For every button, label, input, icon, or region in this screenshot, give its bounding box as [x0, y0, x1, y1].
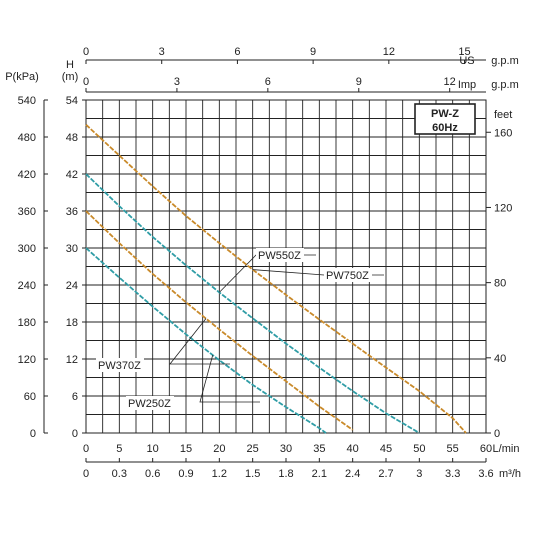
callout-bg-pw750z [324, 268, 372, 282]
tick-label-kpa: 120 [18, 354, 36, 366]
tick-label-lpm: 0 [83, 443, 89, 455]
axis-label-lpm: L/min [493, 443, 520, 455]
tick-label-kpa: 240 [18, 280, 36, 292]
tick-label-kpa: 0 [30, 428, 36, 440]
tick-label-feet: 40 [494, 353, 506, 365]
axis-label-h: H [66, 59, 74, 71]
chart-title: PW-Z [431, 108, 459, 120]
tick-label-lpm: 60 [480, 443, 492, 455]
curve-pw370z [85, 210, 354, 431]
tick-label-lpm: 50 [413, 443, 425, 455]
tick-label-m3h: 3.3 [445, 468, 460, 480]
tick-label-h-m: 48 [66, 132, 78, 144]
tick-label-kpa: 60 [24, 391, 36, 403]
tick-label-m3h: 3.6 [478, 468, 493, 480]
tick-label-lpm: 55 [447, 443, 459, 455]
tick-label-m3h: 1.8 [278, 468, 293, 480]
tick-label-h-m: 18 [66, 317, 78, 329]
tick-label-us-gpm: 15 [458, 46, 470, 58]
tick-label-imp-gpm: 3 [174, 76, 180, 88]
callout-bg-pw250z [126, 396, 174, 410]
series-label-pw250z: PW250Z [128, 398, 171, 410]
tick-label-feet: 160 [494, 127, 512, 139]
tick-label-m3h: 0.3 [112, 468, 127, 480]
tick-label-lpm: 35 [313, 443, 325, 455]
tick-label-lpm: 40 [347, 443, 359, 455]
tick-label-kpa: 360 [18, 206, 36, 218]
tick-label-m3h: 2.7 [378, 468, 393, 480]
series-label-pw550z: PW550Z [258, 250, 301, 262]
tick-label-imp-gpm: 6 [265, 76, 271, 88]
callout-bg-pw370z [96, 358, 144, 372]
tick-label-kpa: 480 [18, 132, 36, 144]
tick-label-imp-gpm: 12 [444, 76, 456, 88]
tick-label-feet: 120 [494, 202, 512, 214]
curve-pw550z [85, 173, 420, 434]
tick-label-h-m: 12 [66, 354, 78, 366]
tick-label-us-gpm: 0 [83, 46, 89, 58]
tick-label-lpm: 10 [147, 443, 159, 455]
tick-label-h-m: 24 [66, 280, 78, 292]
curve-pw750z [85, 124, 467, 434]
tick-label-h-m: 6 [72, 391, 78, 403]
tick-label-kpa: 420 [18, 169, 36, 181]
axis-label-us-gpm-prefix: US [459, 55, 474, 67]
tick-label-m3h: 2.1 [312, 468, 327, 480]
tick-label-feet: 80 [494, 278, 506, 290]
title-box [414, 103, 476, 135]
axis-label-h-unit: (m) [62, 71, 79, 83]
tick-label-us-gpm: 3 [159, 46, 165, 58]
tick-label-us-gpm: 9 [310, 46, 316, 58]
tick-label-h-m: 42 [66, 169, 78, 181]
tick-label-h-m: 54 [66, 95, 78, 107]
axis-label-m3h: m³/h [499, 468, 521, 480]
tick-label-imp-gpm: 0 [83, 76, 89, 88]
tick-label-h-m: 0 [72, 428, 78, 440]
axis-label-feet: feet [494, 109, 512, 121]
tick-label-lpm: 25 [247, 443, 259, 455]
tick-label-us-gpm: 12 [383, 46, 395, 58]
tick-label-m3h: 2.4 [345, 468, 360, 480]
series-label-pw370z: PW370Z [98, 360, 141, 372]
tick-label-lpm: 5 [116, 443, 122, 455]
tick-label-h-m: 30 [66, 243, 78, 255]
axis-label-imp-gpm-unit: g.p.m [491, 79, 519, 91]
tick-label-kpa: 540 [18, 95, 36, 107]
tick-label-m3h: 0 [83, 468, 89, 480]
callout-bg-pw550z [256, 248, 304, 262]
tick-label-lpm: 15 [180, 443, 192, 455]
tick-label-m3h: 1.5 [245, 468, 260, 480]
tick-label-kpa: 300 [18, 243, 36, 255]
series-label-pw750z: PW750Z [326, 270, 369, 282]
tick-label-lpm: 45 [380, 443, 392, 455]
axis-label-kpa: P(kPa) [5, 71, 39, 83]
callout-line-pw370z [169, 318, 230, 365]
chart-subtitle: 60Hz [432, 122, 458, 134]
callout-line-pw250z [199, 354, 260, 403]
axis-label-us-gpm-unit: g.p.m [491, 55, 519, 67]
tick-label-m3h: 3 [416, 468, 422, 480]
axis-label-imp-gpm-prefix: Imp [458, 79, 476, 91]
tick-label-h-m: 36 [66, 206, 78, 218]
tick-label-lpm: 30 [280, 443, 292, 455]
tick-label-lpm: 20 [213, 443, 225, 455]
tick-label-kpa: 180 [18, 317, 36, 329]
tick-label-imp-gpm: 9 [356, 76, 362, 88]
tick-label-m3h: 0.9 [178, 468, 193, 480]
curve-pw250z [85, 247, 327, 434]
tick-label-feet: 0 [494, 428, 500, 440]
tick-label-m3h: 0.6 [145, 468, 160, 480]
tick-label-m3h: 1.2 [212, 468, 227, 480]
tick-label-us-gpm: 6 [234, 46, 240, 58]
